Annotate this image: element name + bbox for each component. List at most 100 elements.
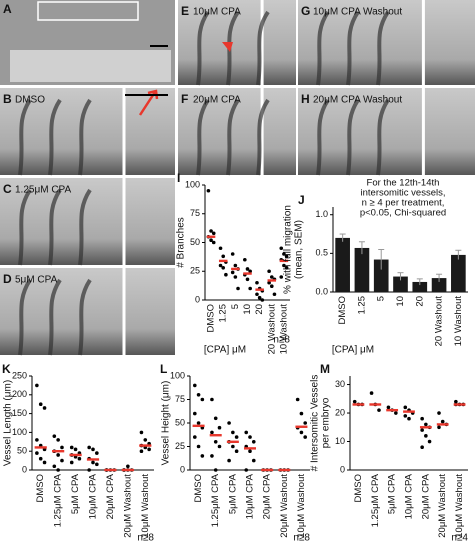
vessel xyxy=(256,98,270,176)
x-tick-label: 10μM CPA xyxy=(88,473,99,519)
y-axis-label: Vessel Height (μm) xyxy=(161,381,172,466)
annotation: n ≥ 4 per treatment, xyxy=(362,198,445,209)
y-tick-label: 75 xyxy=(175,394,185,404)
x-tick-label: 10 xyxy=(395,296,406,307)
photo-detail xyxy=(10,50,171,82)
panel-caption: DMSO xyxy=(15,95,45,106)
data-point xyxy=(243,257,247,262)
data-point xyxy=(218,246,223,251)
mean-marker xyxy=(69,453,82,457)
vessel xyxy=(78,278,92,356)
data-point xyxy=(424,422,428,427)
data-point xyxy=(77,456,82,461)
y-axis-label: % with full migration xyxy=(283,205,294,294)
x-tick-label: 10μM Washout xyxy=(296,474,307,538)
data-point xyxy=(38,402,43,407)
panel-letter: B xyxy=(3,92,12,106)
y-tick-label: 100 xyxy=(12,427,27,437)
data-point xyxy=(56,453,60,457)
mean-marker xyxy=(352,403,365,406)
mean-marker xyxy=(226,440,239,443)
y-tick-label: 50 xyxy=(190,237,200,247)
data-point xyxy=(279,246,284,251)
data-point xyxy=(221,254,226,259)
data-point xyxy=(200,397,205,402)
data-point xyxy=(224,272,228,277)
data-point xyxy=(407,416,411,421)
data-point xyxy=(217,425,222,430)
mean-marker xyxy=(419,426,432,429)
data-point xyxy=(377,408,381,412)
data-point xyxy=(272,292,277,297)
bar xyxy=(393,276,408,292)
x-tick-label: 10 xyxy=(242,304,253,315)
x-tick-label: 20 Washout xyxy=(266,304,277,355)
x-tick-label: DMSO xyxy=(337,296,348,325)
data-point xyxy=(126,464,130,469)
y-tick-label: 50 xyxy=(175,417,185,427)
mean-marker xyxy=(278,468,291,472)
x-tick-label: 1.25 xyxy=(218,304,229,323)
data-point xyxy=(260,298,265,302)
vessel xyxy=(48,98,62,176)
y-axis-label: # Intersomitic Vessels xyxy=(310,375,321,472)
x-tick-label: 1.25μM CPA xyxy=(210,473,221,527)
data-point xyxy=(60,458,64,463)
bar xyxy=(373,259,389,292)
data-point xyxy=(369,391,374,395)
mean-marker xyxy=(86,458,100,461)
data-point xyxy=(35,451,39,455)
data-point xyxy=(236,286,240,291)
x-tick-label: 10μM CPA xyxy=(404,473,415,519)
y-tick-label: 200 xyxy=(12,389,27,399)
photo-side xyxy=(263,88,296,175)
data-point xyxy=(454,399,458,404)
annotation: intersomitic vessels, xyxy=(361,188,446,199)
x-axis-label: [CPA] μM xyxy=(332,345,374,356)
vessel xyxy=(346,10,360,86)
mean-marker xyxy=(192,424,205,428)
y-axis-label: (mean, SEM) xyxy=(294,220,305,279)
data-point xyxy=(248,286,252,291)
data-point xyxy=(211,240,216,245)
x-tick-label: 20 xyxy=(254,304,265,315)
photo-side xyxy=(424,88,475,175)
data-point xyxy=(299,430,304,435)
annotation: n≥8 xyxy=(293,533,310,544)
data-point xyxy=(69,445,74,450)
vessel xyxy=(316,98,330,176)
y-tick-label: 75 xyxy=(190,208,200,218)
y-tick-label: 250 xyxy=(12,370,27,380)
y-tick-label: 50 xyxy=(17,446,27,456)
y-tick-label: 25 xyxy=(190,266,200,276)
x-tick-label: DMSO xyxy=(193,474,204,503)
x-tick-label: 20 xyxy=(414,296,425,307)
x-tick-label: 20μM CPA xyxy=(105,473,116,519)
data-point xyxy=(91,447,95,452)
y-tick-label: 30 xyxy=(335,379,345,389)
photo-side xyxy=(125,88,175,175)
x-tick-label: 10μM Washout xyxy=(140,474,151,538)
data-point xyxy=(251,458,256,463)
x-tick-label: 10 Washout xyxy=(453,296,464,347)
data-point xyxy=(193,435,197,439)
data-point xyxy=(52,434,57,438)
x-tick-label: 1.25 xyxy=(356,296,367,315)
data-point xyxy=(248,269,252,274)
panel-letter: D xyxy=(3,272,12,286)
mean-marker xyxy=(403,410,415,413)
data-point xyxy=(303,421,308,425)
annotation: n≥8 xyxy=(273,335,290,346)
y-axis-label: # Branches xyxy=(176,217,187,268)
vessel xyxy=(346,98,360,176)
data-point xyxy=(221,266,226,270)
data-point xyxy=(420,428,424,432)
data-point xyxy=(245,267,250,271)
y-tick-label: 0 xyxy=(22,464,27,474)
vessel xyxy=(78,188,92,266)
vessel xyxy=(18,278,32,356)
panel-letter: G xyxy=(301,4,310,18)
data-point xyxy=(440,419,445,424)
mean-marker xyxy=(386,408,399,412)
